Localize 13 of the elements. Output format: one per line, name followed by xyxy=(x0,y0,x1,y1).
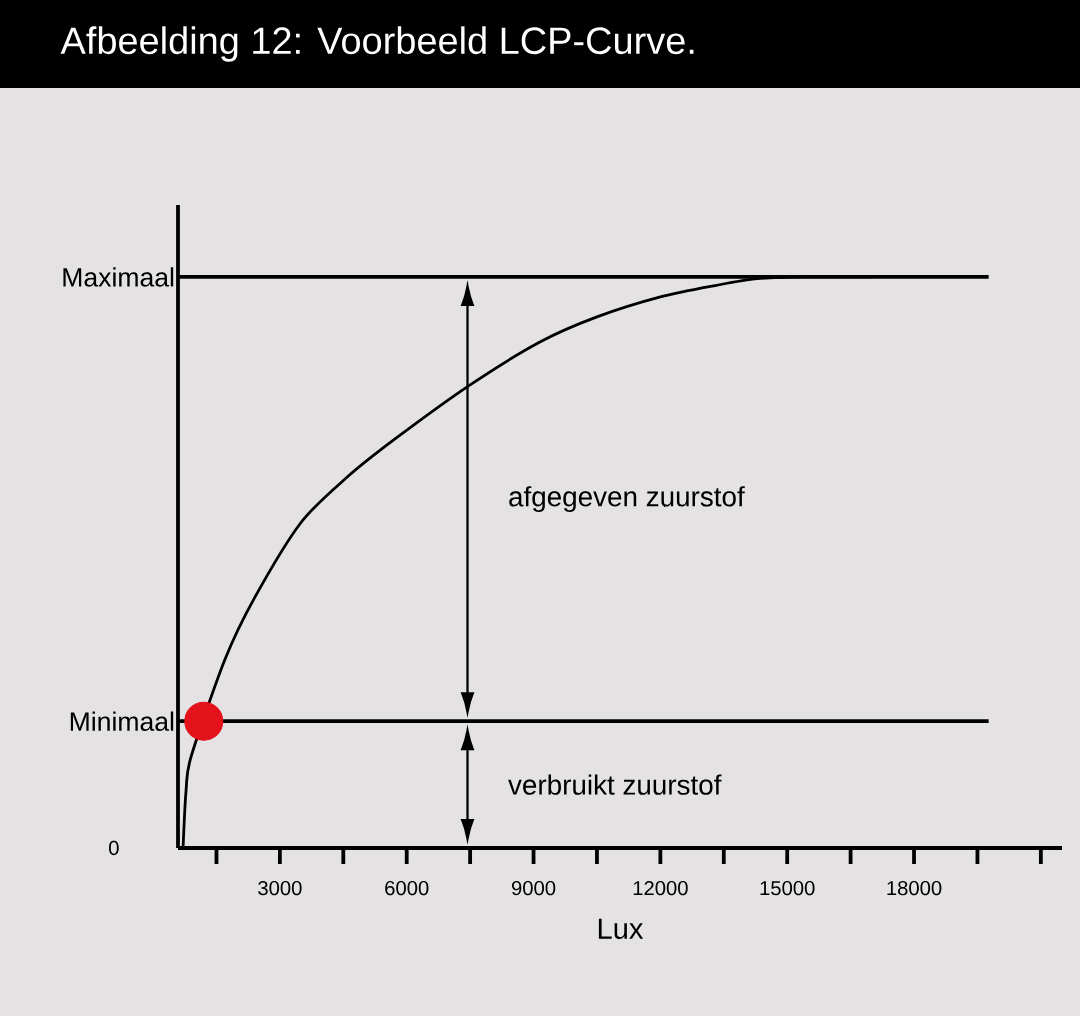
ref-line-label: Maximaal xyxy=(63,267,174,287)
x-tick-label: 6000 xyxy=(385,880,429,896)
x-tick-label: 15000 xyxy=(760,880,815,896)
x-tick-label: 18000 xyxy=(887,880,942,896)
ref-line-label: Minimaal xyxy=(70,711,174,731)
annotation: verbruikt zuurstof xyxy=(508,774,722,795)
annotation: afgegeven zuurstof xyxy=(509,486,745,513)
text: 0 xyxy=(109,840,119,856)
x-tick-label: 3000 xyxy=(258,880,302,896)
x-tick-label: 9000 xyxy=(511,880,556,896)
x-tick-label: 12000 xyxy=(633,880,688,896)
x-axis-title: Lux xyxy=(598,918,644,939)
chart-title: Afbeelding 12: Voorbeeld LCP-Curve. xyxy=(60,26,694,62)
